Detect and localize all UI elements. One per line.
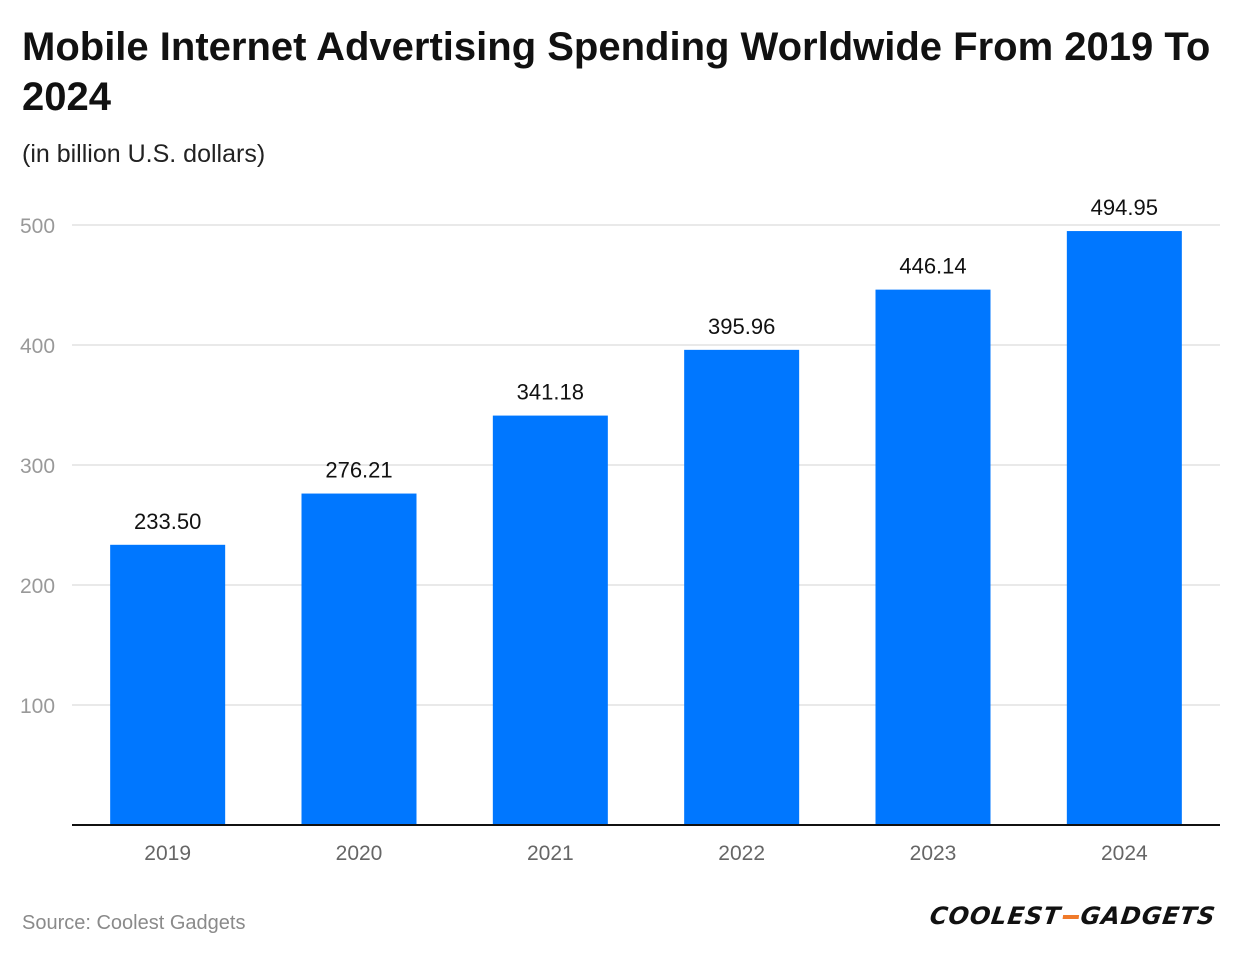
x-tick-label: 2019 [144, 842, 191, 865]
bar [110, 544, 226, 825]
logo-text-left: COOLEST [928, 902, 1063, 930]
source-note: Source: Coolest Gadgets [22, 912, 246, 934]
y-tick-label: 300 [20, 455, 55, 478]
y-tick-label: 100 [20, 695, 55, 718]
bar-value-label: 341.18 [517, 380, 584, 405]
bar [684, 349, 800, 825]
y-tick-label: 200 [20, 575, 55, 598]
y-tick-label: 400 [20, 335, 55, 358]
y-tick-label: 500 [20, 215, 55, 238]
bar [875, 289, 991, 826]
bar-value-label: 233.50 [134, 509, 201, 534]
x-tick-label: 2021 [527, 842, 574, 865]
bar-value-label: 395.96 [708, 314, 775, 339]
x-tick-label: 2024 [1101, 842, 1148, 865]
chart-subtitle: (in billion U.S. dollars) [22, 140, 266, 168]
bar-value-label: 494.95 [1091, 195, 1158, 220]
brand-logo: COOLEST GADGETS [928, 902, 1218, 930]
bar [492, 415, 608, 825]
x-tick-label: 2022 [718, 842, 765, 865]
logo-dash [1062, 915, 1079, 919]
bar-value-label: 446.14 [899, 254, 966, 279]
bar-value-label: 276.21 [325, 458, 392, 483]
x-tick-label: 2023 [910, 842, 957, 865]
bar [1066, 231, 1182, 825]
chart-title: Mobile Internet Advertising Spending Wor… [22, 25, 1211, 119]
logo-text-right: GADGETS [1078, 902, 1218, 930]
bar [301, 493, 417, 825]
x-tick-label: 2020 [336, 842, 383, 865]
